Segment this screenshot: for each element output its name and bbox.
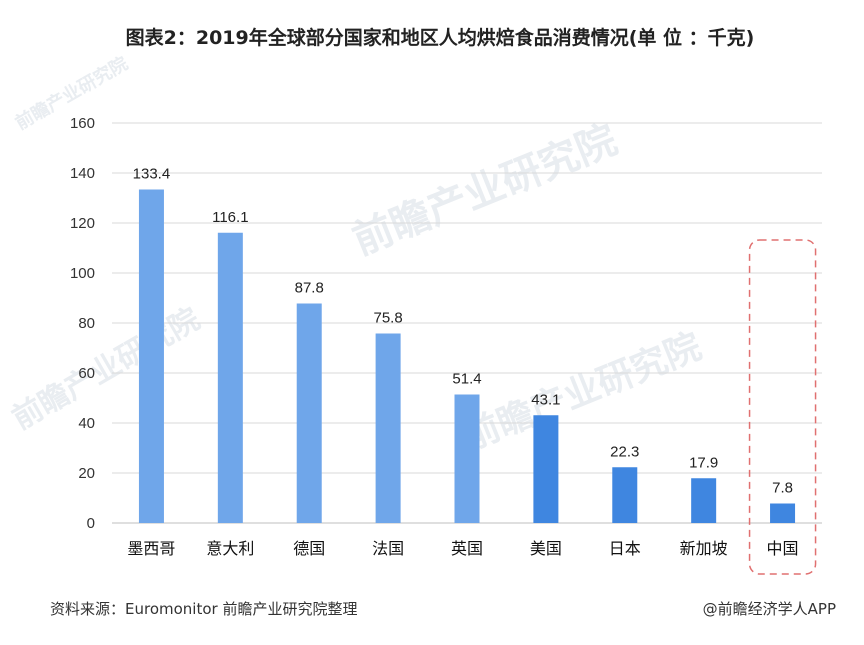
bar-2 [217,232,243,523]
credit-note: @前瞻经济学人APP [702,600,836,618]
value-label: 116.1 [212,209,248,226]
category-label: 德国 [293,539,325,558]
bar-3 [296,303,322,523]
category-label: 日本 [609,539,641,558]
bar-7 [612,467,638,523]
category-label: 英国 [451,539,483,558]
bars [138,189,796,523]
chart-title: 图表2：2019年全球部分国家和地区人均烘焙食品消费情况(单 位 ：千克) [125,27,755,49]
y-tick-label: 140 [70,165,95,182]
source-note: 资料来源：Euromonitor 前瞻产业研究院整理 [50,600,358,618]
bar-6 [533,415,559,523]
bar-1 [138,189,164,523]
y-axis-ticks: 0 20 40 60 80 100 120 140 160 [70,115,95,532]
bar-9 [770,503,796,523]
value-label: 51.4 [452,371,481,388]
value-label: 75.8 [374,310,403,327]
y-tick-label: 100 [70,265,95,282]
y-tick-label: 120 [70,215,95,232]
y-tick-label: 20 [78,465,95,482]
bar-8 [691,478,717,523]
value-labels: 133.4 116.1 87.8 75.8 51.4 43.1 22.3 17.9 7.8 [133,166,793,497]
x-axis-labels: 墨西哥 意大利 德国 法国 英国 美国 日本 新加坡 中国 [127,539,798,558]
value-label: 7.8 [772,480,793,497]
category-label: 墨西哥 [127,539,175,558]
y-tick-label: 60 [78,365,95,382]
highlight-box-china [748,239,817,575]
value-label: 43.1 [531,391,560,408]
category-label: 中国 [767,539,799,558]
y-tick-label: 160 [70,115,95,132]
bar-4 [375,333,401,523]
bar-5 [454,394,480,523]
category-label: 美国 [530,539,562,558]
category-label: 新加坡 [680,539,728,558]
y-tick-label: 40 [78,415,95,432]
watermark-text: 前瞻产业研究院 [7,302,206,437]
watermark-text: 前瞻产业研究院 [347,117,624,265]
watermark-text: 前瞻产业研究院 [458,326,707,458]
y-tick-label: 80 [78,315,95,332]
value-label: 87.8 [295,280,324,297]
value-label: 17.9 [689,454,718,471]
category-label: 意大利 [206,539,254,558]
y-tick-label: 0 [87,515,95,532]
value-label: 133.4 [133,166,171,183]
category-label: 法国 [372,539,404,558]
value-label: 22.3 [610,443,639,460]
